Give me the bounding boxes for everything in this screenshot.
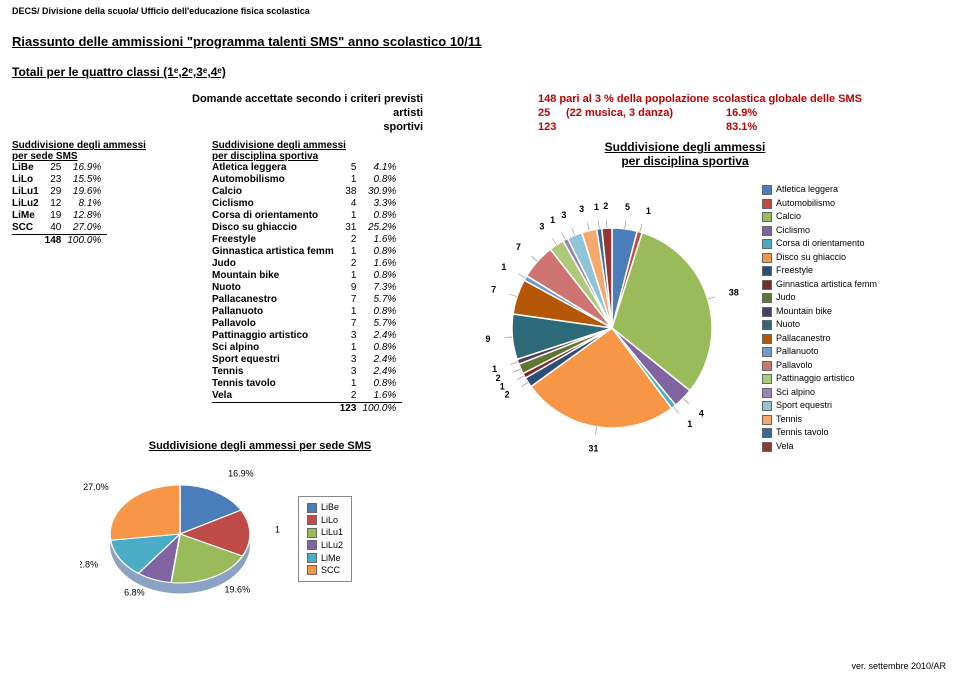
small-legend: LiBeLiLoLiLu1LiLu2LiMeSCC — [298, 496, 352, 582]
svg-text:31: 31 — [588, 444, 598, 454]
table-row: Vela21.6% — [212, 390, 402, 403]
svg-text:16.9%: 16.9% — [228, 469, 254, 479]
table-row: Calcio3830.9% — [212, 186, 402, 198]
big-pie-chart: 5138413121219717313312 — [462, 168, 762, 468]
legend-item: Tennis — [762, 413, 877, 427]
small-chart-area: Suddivisione degli ammessi per sede SMS … — [80, 440, 440, 624]
svg-text:12.8%: 12.8% — [80, 560, 98, 570]
legend-item: Ciclismo — [762, 224, 877, 238]
svg-text:19.6%: 19.6% — [225, 585, 251, 595]
svg-text:2: 2 — [496, 373, 501, 383]
svg-text:1: 1 — [646, 206, 651, 216]
svg-text:1: 1 — [501, 262, 506, 272]
table-row: LiMe1912.8% — [12, 210, 107, 222]
svg-text:2: 2 — [505, 390, 510, 400]
legend-item: Sci alpino — [762, 386, 877, 400]
legend-item: Calcio — [762, 210, 877, 224]
svg-text:4: 4 — [699, 409, 704, 419]
doc-footer: ver. settembre 2010/AR — [851, 661, 946, 671]
legend-item: Corsa di orientamento — [762, 237, 877, 251]
legend-item: Nuoto — [762, 318, 877, 332]
legend-item: Pallacanestro — [762, 332, 877, 346]
legend-item: LiLu1 — [307, 526, 343, 539]
svg-text:5: 5 — [625, 202, 630, 212]
table-row: Pallacanestro75.7% — [212, 294, 402, 306]
legend-item: SCC — [307, 564, 343, 577]
big-chart-area: Suddivisione degli ammessi per disciplin… — [462, 140, 948, 468]
legend-item: Sport equestri — [762, 399, 877, 413]
svg-text:27.0%: 27.0% — [83, 482, 109, 492]
svg-text:3: 3 — [539, 222, 544, 232]
table-row: Sci alpino10.8% — [212, 342, 402, 354]
table-row: LiLu2128.1% — [12, 198, 107, 210]
table-row: Tennis32.4% — [212, 366, 402, 378]
table-row: SCC4027.0% — [12, 222, 107, 235]
doc-title: Riassunto delle ammissioni "programma ta… — [12, 34, 948, 49]
legend-item: Pallavolo — [762, 359, 877, 373]
doc-subtitle: Totali per le quattro classi (1ᵉ,2ᵉ,3ᵉ,4… — [12, 65, 948, 79]
table-row: Atletica leggera54.1% — [212, 162, 402, 174]
domande-label: Domande accettate secondo i criteri prev… — [192, 93, 423, 134]
disciplina-table-block: Suddivisione degli ammessi per disciplin… — [212, 140, 462, 468]
legend-item: Automobilismo — [762, 197, 877, 211]
small-pie-chart: 16.9% 15.5% 19.6% 6.8% 12.8% 27.0% — [80, 454, 280, 624]
table-row: Pattinaggio artistico32.4% — [212, 330, 402, 342]
table-row: Pallavolo75.7% — [212, 318, 402, 330]
svg-text:6.8%: 6.8% — [124, 588, 145, 598]
table-row: Ginnastica artistica femm10.8% — [212, 246, 402, 258]
legend-item: LiLo — [307, 514, 343, 527]
table-row: Freestyle21.6% — [212, 234, 402, 246]
svg-text:3: 3 — [579, 204, 584, 214]
legend-item: Pallanuoto — [762, 345, 877, 359]
table-row: Mountain bike10.8% — [212, 270, 402, 282]
legend-item: Mountain bike — [762, 305, 877, 319]
legend-item: Freestyle — [762, 264, 877, 278]
table-row: Corsa di orientamento10.8% — [212, 210, 402, 222]
legend-item: Disco su ghiaccio — [762, 251, 877, 265]
legend-item: LiLu2 — [307, 539, 343, 552]
svg-text:2: 2 — [603, 201, 608, 211]
legend-item: Tennis tavolo — [762, 426, 877, 440]
doc-header: DECS/ Divisione della scuola/ Ufficio de… — [12, 6, 948, 16]
table-row: Pallanuoto10.8% — [212, 306, 402, 318]
svg-text:15.5%: 15.5% — [275, 525, 280, 535]
svg-text:7: 7 — [516, 242, 521, 252]
table-row: Tennis tavolo10.8% — [212, 378, 402, 390]
table-row: Ciclismo43.3% — [212, 198, 402, 210]
svg-text:1: 1 — [492, 364, 497, 374]
table-row: LiLo2315.5% — [12, 174, 107, 186]
legend-item: LiBe — [307, 501, 343, 514]
big-legend: Atletica leggeraAutomobilismoCalcioCicli… — [762, 183, 877, 453]
table-row: Disco su ghiaccio3125.2% — [212, 222, 402, 234]
legend-item: Judo — [762, 291, 877, 305]
table-row: Automobilismo10.8% — [212, 174, 402, 186]
population-block: 148 pari al 3 % della popolazione scolas… — [538, 93, 948, 134]
svg-text:1: 1 — [594, 202, 599, 212]
legend-item: Ginnastica artistica femm — [762, 278, 877, 292]
legend-item: Atletica leggera — [762, 183, 877, 197]
svg-text:7: 7 — [491, 285, 496, 295]
sede-table-block: Suddivisione degli ammessi per sede SMS … — [12, 140, 212, 468]
table-row: LiBe2516.9% — [12, 162, 107, 174]
svg-text:38: 38 — [729, 288, 739, 298]
svg-text:9: 9 — [485, 334, 490, 344]
table-row: Nuoto97.3% — [212, 282, 402, 294]
svg-text:3: 3 — [561, 210, 566, 220]
legend-item: Vela — [762, 440, 877, 454]
table-row: Judo21.6% — [212, 258, 402, 270]
legend-item: Pattinaggio artistico — [762, 372, 877, 386]
table-row: Sport equestri32.4% — [212, 354, 402, 366]
table-row: LiLu12919.6% — [12, 186, 107, 198]
svg-text:1: 1 — [550, 215, 555, 225]
legend-item: LiMe — [307, 552, 343, 565]
svg-text:1: 1 — [687, 419, 692, 429]
